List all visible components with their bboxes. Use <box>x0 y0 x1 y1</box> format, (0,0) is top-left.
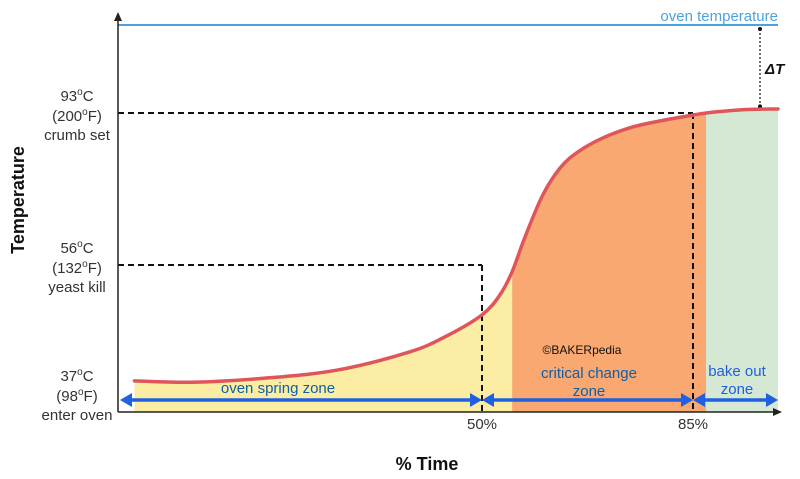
zone-span-arrow <box>693 393 778 407</box>
y-axis-title: Temperature <box>8 146 28 254</box>
crumb-temperature-curve <box>132 107 780 385</box>
oven-temperature-group: oven temperature <box>118 8 778 26</box>
delta-t-top-marker <box>758 27 762 31</box>
delta-t-group: ΔT <box>758 27 786 109</box>
zone-label: critical change zone <box>541 365 637 400</box>
zone-fill <box>134 109 513 412</box>
x-axis-title: % Time <box>396 454 459 474</box>
y-tick-labels: 37oC (98oF) enter oven 56oC (132oF) yeast kil… <box>42 87 113 424</box>
y-tick-label: 37oC (98oF) enter oven <box>42 367 113 424</box>
zone-span-arrow <box>482 393 693 407</box>
oven-temperature-label: oven temperature <box>660 8 778 25</box>
zone-fills <box>134 109 778 412</box>
delta-t-label: ΔT <box>764 61 786 78</box>
zone-span-arrow <box>120 393 482 407</box>
x-axis-arrowhead <box>773 408 782 416</box>
guide-lines <box>118 112 694 412</box>
zone-fill <box>706 109 778 412</box>
x-tick-label: 50% <box>467 416 497 433</box>
copyright-text: ©BAKERpedia <box>543 343 622 357</box>
y-tick-label: 56oC (132oF) yeast kill <box>48 239 106 296</box>
zone-labels: oven spring zone critical change zone bake … <box>221 363 767 400</box>
x-tick-label: 85% <box>678 416 708 433</box>
zone-label: bake out zone <box>708 363 766 398</box>
axes <box>114 12 782 416</box>
x-tick-labels: 50% 85% <box>467 416 708 433</box>
zone-arrows <box>120 393 778 407</box>
y-tick-label: 93oC (200oF) crumb set <box>44 87 111 144</box>
zone-label: oven spring zone <box>221 380 335 397</box>
y-axis-arrowhead <box>114 12 122 21</box>
